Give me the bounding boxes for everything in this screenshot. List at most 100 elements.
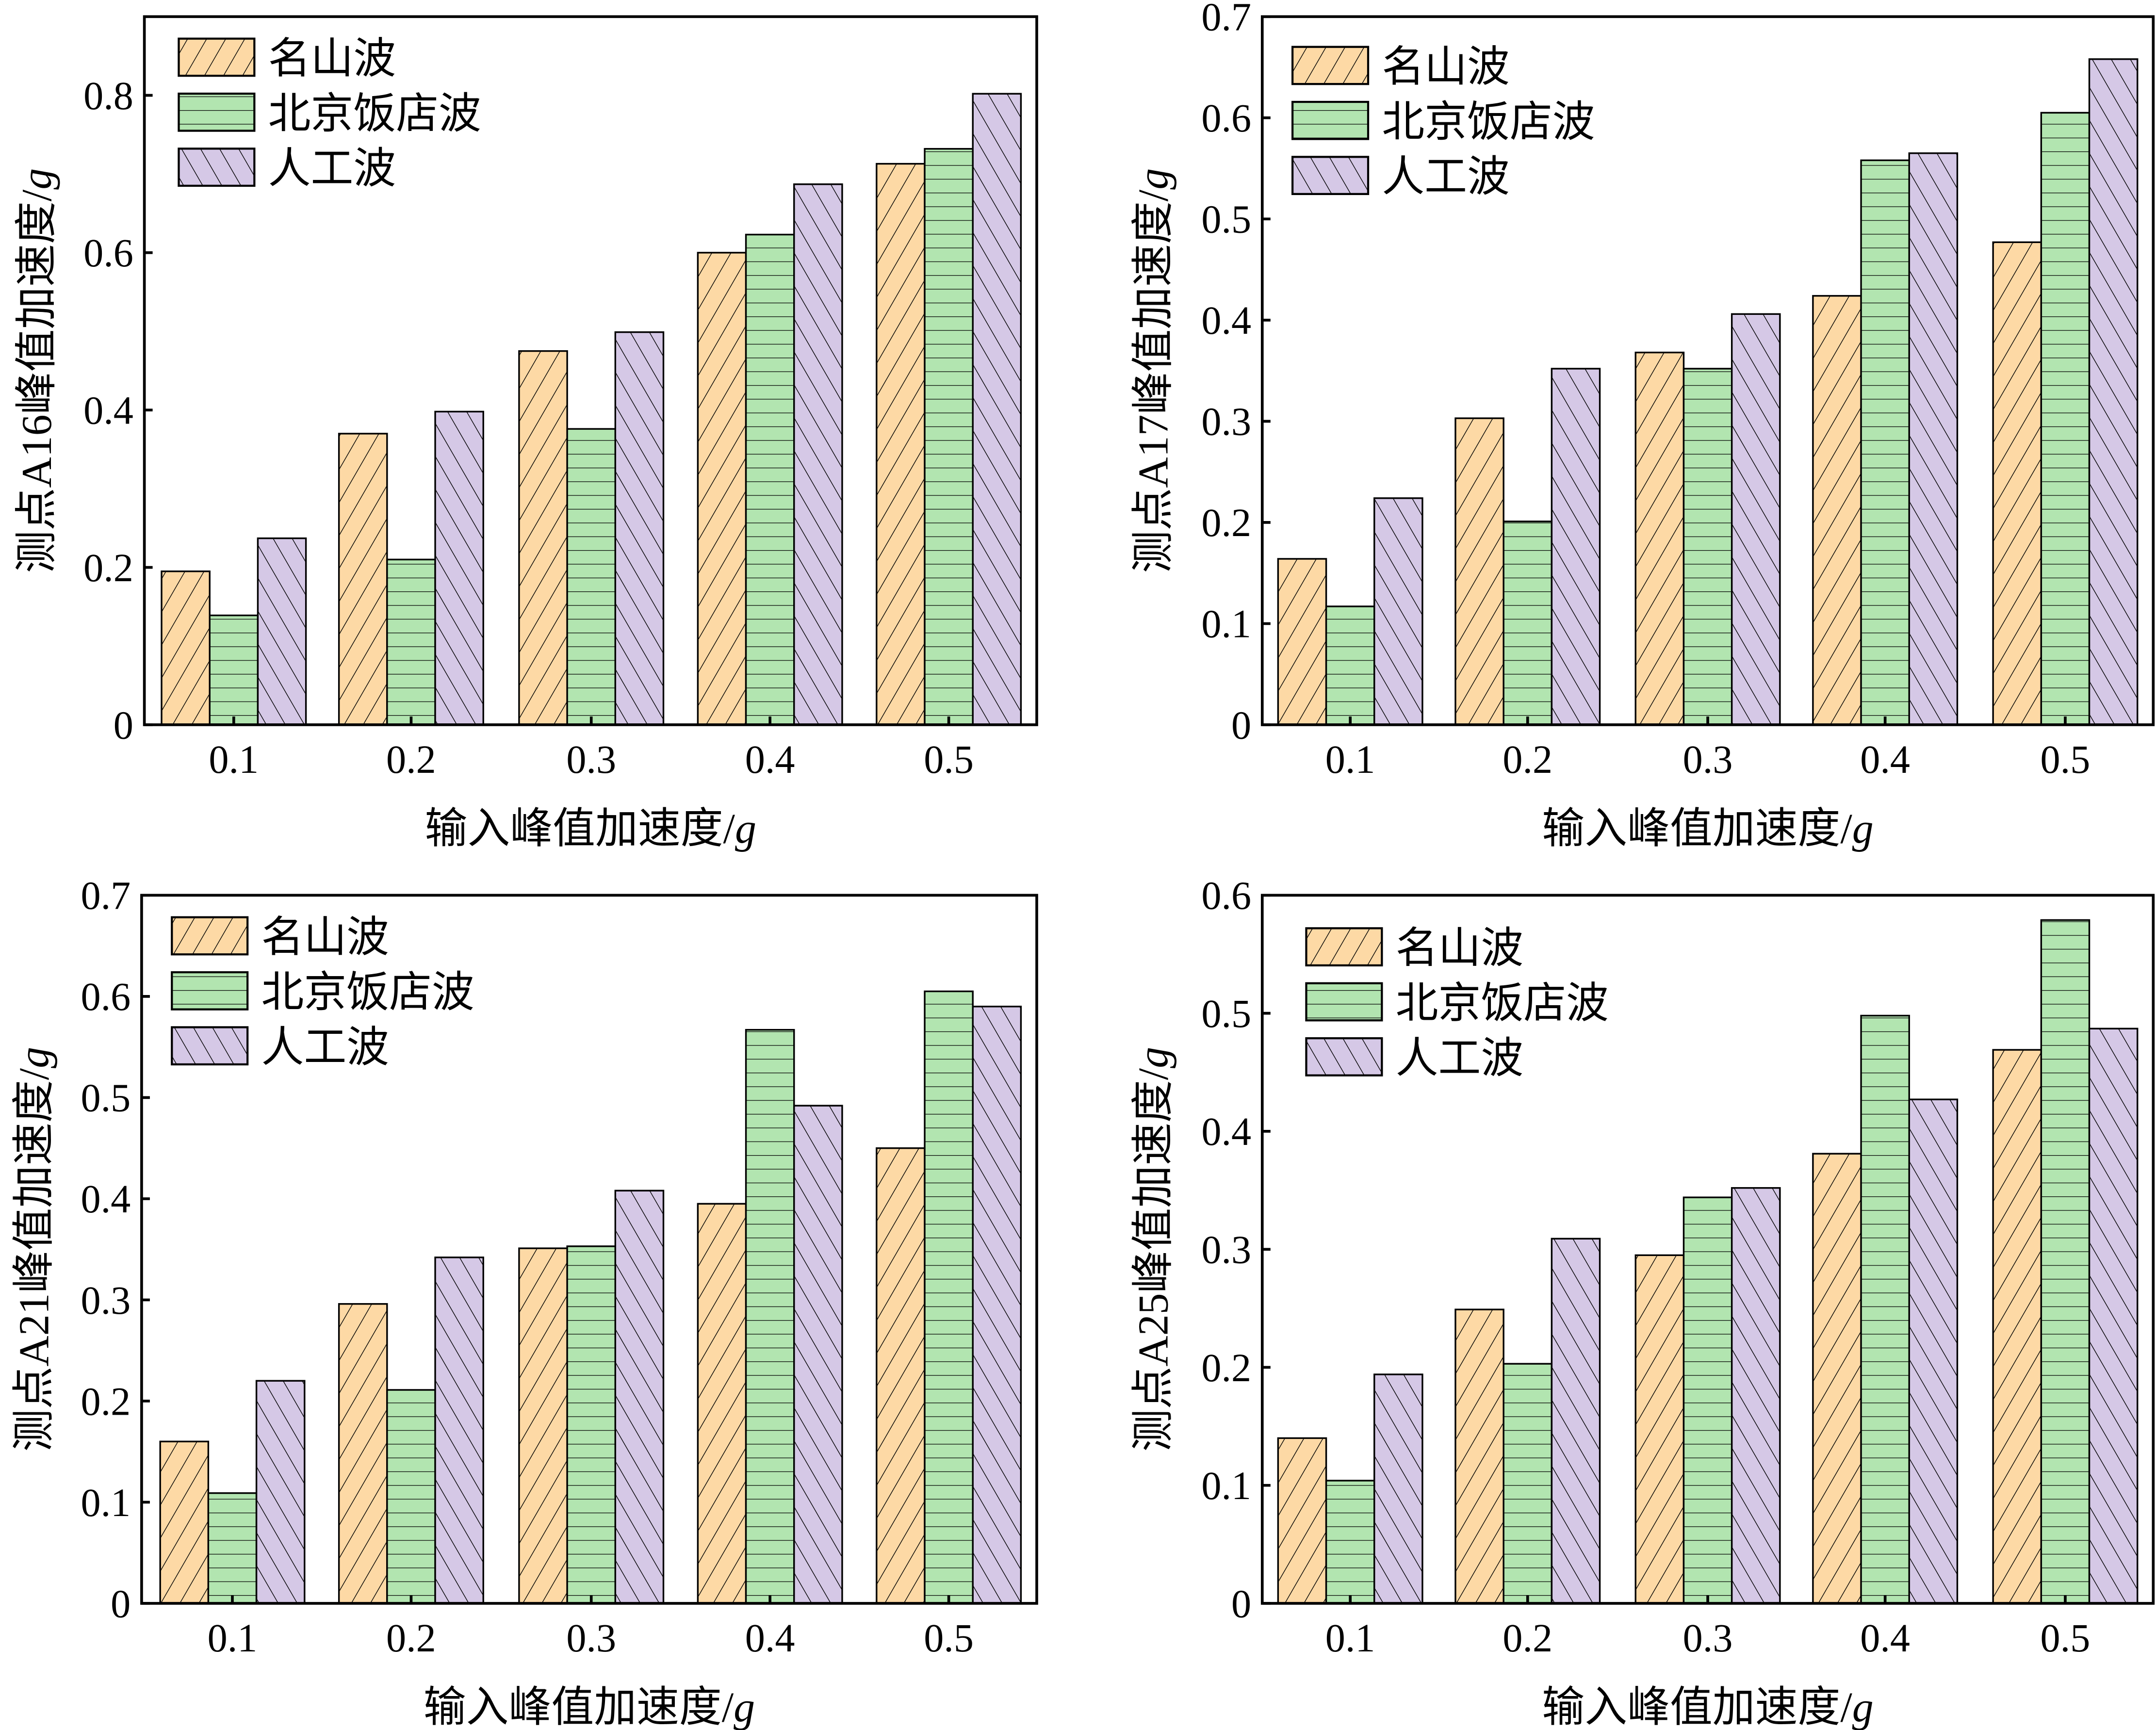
legend-label: 北京饭店波 <box>268 91 481 138</box>
legend-swatch <box>1291 156 1370 196</box>
legend-label: 北京饭店波 <box>261 969 474 1016</box>
bar <box>745 233 795 726</box>
x-tick-label: 0.5 <box>924 1616 974 1660</box>
legend-label: 名山波 <box>268 36 396 83</box>
bar <box>745 1028 795 1604</box>
bar <box>161 570 211 726</box>
x-tick-label: 0.3 <box>566 1616 616 1660</box>
bar <box>1373 1373 1423 1604</box>
y-tick-label: 0.5 <box>1201 992 1251 1036</box>
bar <box>566 1245 616 1604</box>
legend-label: 人工波 <box>1382 154 1510 201</box>
y-tick-label: 0.5 <box>81 1076 131 1120</box>
legend-swatch <box>171 971 249 1011</box>
bar <box>1908 152 1959 726</box>
bar <box>209 614 259 726</box>
bar <box>2088 58 2139 726</box>
legend-label: 北京饭店波 <box>1396 980 1609 1028</box>
x-tick-label: 0.5 <box>2041 737 2091 782</box>
legend-swatch <box>1305 982 1383 1022</box>
bar <box>1503 1363 1553 1604</box>
legend-swatch <box>171 916 249 956</box>
y-tick-label: 0.6 <box>1201 96 1251 140</box>
x-tick-label: 0.5 <box>2041 1616 2091 1660</box>
bar <box>1551 1238 1601 1604</box>
x-tick-label: 0.3 <box>1683 737 1733 782</box>
legend-label: 名山波 <box>1382 44 1510 91</box>
chart-panel-3: 0 0.1 0.2 0.3 0.4 0.5 0.6 0.7 0.1 0.2 0.3 0.4 0.5 输入峰… <box>11 874 1038 1730</box>
x-axis-label: 输入峰值加速度/g <box>1542 1684 1873 1730</box>
y-tick-label: 0.3 <box>81 1278 131 1322</box>
y-axis-label: 测点A21峰值加速度/g <box>11 1047 58 1452</box>
bar <box>386 1389 436 1604</box>
y-tick-label: 0.2 <box>1201 1346 1251 1390</box>
legend-swatch <box>1291 100 1370 140</box>
bar <box>1277 558 1327 726</box>
x-tick-label: 0.3 <box>566 737 616 782</box>
y-tick-label: 0.6 <box>1201 874 1251 918</box>
x-axis-label: 输入峰值加速度/g <box>424 1684 755 1730</box>
y-tick-label: 0.1 <box>1201 1464 1251 1508</box>
x-tick-label: 0.1 <box>208 1616 258 1660</box>
bar <box>207 1492 258 1604</box>
x-tick-label: 0.2 <box>1503 737 1552 782</box>
chart-panel-4: 0 0.1 0.2 0.3 0.4 0.5 0.6 0.1 0.2 0.3 0.4 0.5 输入峰值加速… <box>1130 874 2155 1730</box>
y-tick-label: 0.4 <box>1201 1110 1251 1154</box>
bar <box>1454 1308 1504 1604</box>
bar <box>338 433 388 726</box>
x-tick-label: 0.1 <box>1325 737 1375 782</box>
bar <box>924 990 974 1604</box>
legend-swatch <box>178 92 256 132</box>
x-tick-label: 0.4 <box>1860 737 1910 782</box>
bar <box>434 410 484 726</box>
bar <box>1731 1187 1781 1604</box>
bar <box>1860 1014 1910 1604</box>
y-tick-label: 0.2 <box>81 1379 131 1423</box>
legend-swatch <box>171 1026 249 1066</box>
bar <box>697 1203 747 1604</box>
bar <box>1277 1437 1327 1604</box>
legend-swatch <box>178 37 256 77</box>
bar <box>876 163 926 726</box>
plot-frame <box>140 894 1038 1605</box>
bar <box>1503 521 1553 726</box>
legend-label: 北京饭店波 <box>1382 99 1595 146</box>
bar <box>1860 159 1910 726</box>
bar <box>1551 368 1601 726</box>
bar <box>1634 1254 1685 1604</box>
y-tick-label: 0.6 <box>83 231 133 275</box>
x-tick-label: 0.3 <box>1683 1616 1733 1660</box>
y-tick-label: 0.1 <box>81 1481 131 1525</box>
bar <box>1812 1153 1862 1604</box>
bar <box>1682 368 1733 726</box>
bar <box>434 1257 484 1604</box>
y-tick-label: 0.3 <box>1201 400 1251 444</box>
bar <box>924 148 974 726</box>
y-tick-label: 0.8 <box>83 74 133 118</box>
y-tick-label: 0.5 <box>1201 197 1251 242</box>
bar <box>972 1006 1022 1604</box>
legend-label: 人工波 <box>1396 1035 1524 1082</box>
legend-label: 人工波 <box>261 1024 389 1071</box>
bar <box>518 1247 568 1604</box>
y-axis-label: 测点A16峰值加速度/g <box>14 168 61 573</box>
x-tick-label: 0.1 <box>1325 1616 1375 1660</box>
y-tick-label: 0.4 <box>83 389 133 433</box>
bar <box>518 350 568 726</box>
legend-label: 名山波 <box>1396 925 1524 972</box>
bar <box>2040 112 2091 726</box>
bar <box>1908 1098 1959 1604</box>
x-tick-label: 0.4 <box>745 1616 795 1660</box>
bar <box>614 1190 665 1604</box>
bar <box>338 1303 388 1604</box>
chart-panel-2: 0 0.1 0.2 0.3 0.4 0.5 0.6 0.7 0.1 0.2 0.3 0.4 0.5 输入峰… <box>1130 0 2155 853</box>
bar <box>1325 1480 1375 1604</box>
y-tick-label: 0.3 <box>1201 1227 1251 1272</box>
bar <box>255 1380 306 1604</box>
bar <box>159 1440 210 1604</box>
x-tick-label: 0.5 <box>924 737 974 782</box>
